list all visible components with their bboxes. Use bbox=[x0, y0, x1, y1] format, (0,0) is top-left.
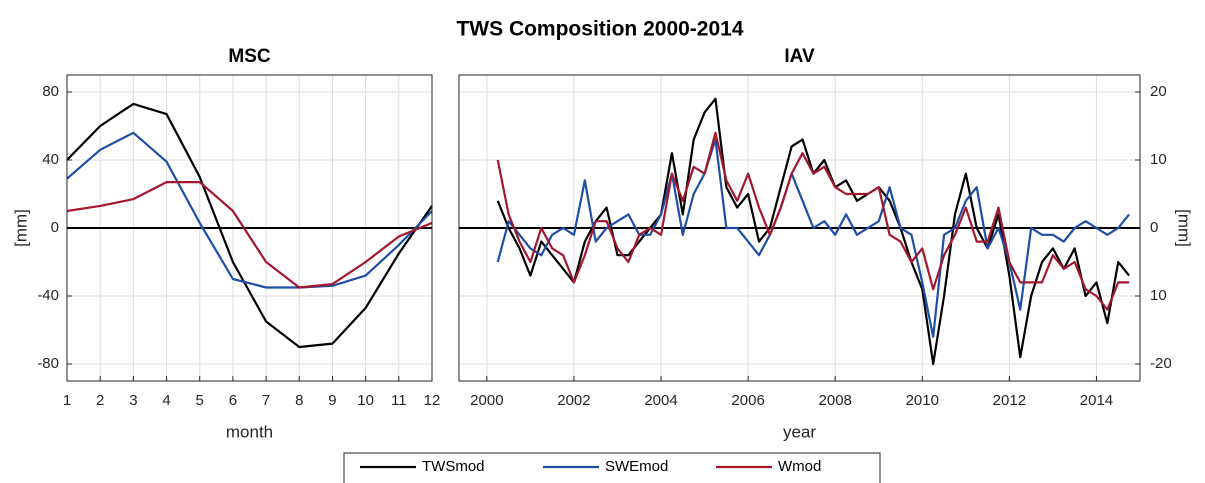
series-line bbox=[66, 131, 433, 289]
y-tick-label: 80 bbox=[42, 83, 59, 100]
legend-label: SWEmod bbox=[605, 458, 668, 475]
legend-label: Wmod bbox=[778, 458, 821, 475]
series-line bbox=[496, 131, 1130, 311]
y-tick-label: 20 bbox=[1150, 83, 1167, 100]
plot-frame bbox=[458, 74, 1141, 382]
x-tick-label: 4 bbox=[162, 392, 170, 409]
x-tick-label: 6 bbox=[229, 392, 237, 409]
x-tick-label: 2006 bbox=[731, 392, 764, 409]
y-axis-label: [mm] bbox=[11, 209, 30, 247]
x-tick-label: 2012 bbox=[993, 392, 1026, 409]
chart-title: MSC bbox=[228, 46, 271, 67]
y-tick-label: -20 bbox=[1150, 355, 1172, 372]
x-tick-label: 2000 bbox=[470, 392, 503, 409]
y-tick-label: 0 bbox=[51, 219, 59, 236]
y-tick-label: 10 bbox=[1150, 151, 1167, 168]
x-tick-label: 10 bbox=[357, 392, 374, 409]
x-tick-label: 2004 bbox=[644, 392, 677, 409]
x-tick-label: 2008 bbox=[819, 392, 852, 409]
series-line bbox=[496, 138, 1130, 338]
series-line bbox=[66, 102, 433, 349]
series-line bbox=[66, 181, 433, 289]
y-tick-label: -40 bbox=[37, 287, 59, 304]
x-tick-label: 11 bbox=[391, 392, 407, 409]
x-axis-label: year bbox=[783, 422, 816, 441]
x-tick-label: 2002 bbox=[557, 392, 590, 409]
y-tick-label: 0 bbox=[1150, 219, 1158, 236]
legend-label: TWSmod bbox=[422, 458, 485, 475]
x-tick-label: 12 bbox=[424, 392, 441, 409]
x-tick-label: 8 bbox=[295, 392, 303, 409]
x-tick-label: 2010 bbox=[906, 392, 939, 409]
x-tick-label: 7 bbox=[262, 392, 270, 409]
x-tick-label: 1 bbox=[63, 392, 71, 409]
y-tick-label: -80 bbox=[37, 355, 59, 372]
x-tick-label: 2 bbox=[96, 392, 104, 409]
y-tick-label: 10 bbox=[1150, 287, 1167, 304]
x-tick-label: 3 bbox=[129, 392, 137, 409]
chart-title: IAV bbox=[784, 46, 815, 67]
x-tick-label: 2014 bbox=[1080, 392, 1113, 409]
legend-box bbox=[343, 452, 881, 483]
x-axis-label: month bbox=[226, 422, 273, 441]
x-tick-label: 9 bbox=[328, 392, 336, 409]
y-tick-label: 40 bbox=[42, 151, 59, 168]
plot-frame bbox=[66, 74, 433, 382]
figure-title: TWS Composition 2000-2014 bbox=[456, 18, 743, 41]
y-axis-label: [mm] bbox=[1175, 209, 1194, 247]
x-tick-label: 5 bbox=[196, 392, 204, 409]
